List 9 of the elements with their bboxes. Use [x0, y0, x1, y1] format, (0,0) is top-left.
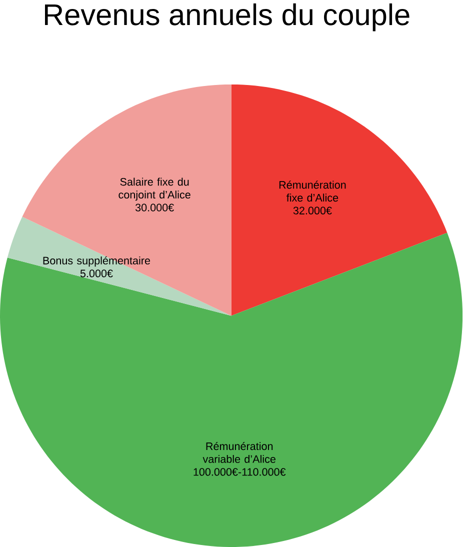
data-label: 100.000€-110.000€ [194, 468, 286, 476]
slice-label: Rémunération variable d’Alice [202, 442, 276, 463]
data-label: 30.000€ [136, 204, 174, 212]
chart-title: Revenus annuels du couple [45, 3, 410, 32]
slice-label: Rémunération fixe d’Alice [280, 180, 346, 202]
data-label: 32.000€ [294, 206, 332, 214]
data-label: 5.000€ [80, 270, 114, 278]
slice-label: Bonus supplémentaire [44, 256, 150, 267]
slice-label: Salaire fixe du conjoint d’Alice [118, 178, 191, 201]
